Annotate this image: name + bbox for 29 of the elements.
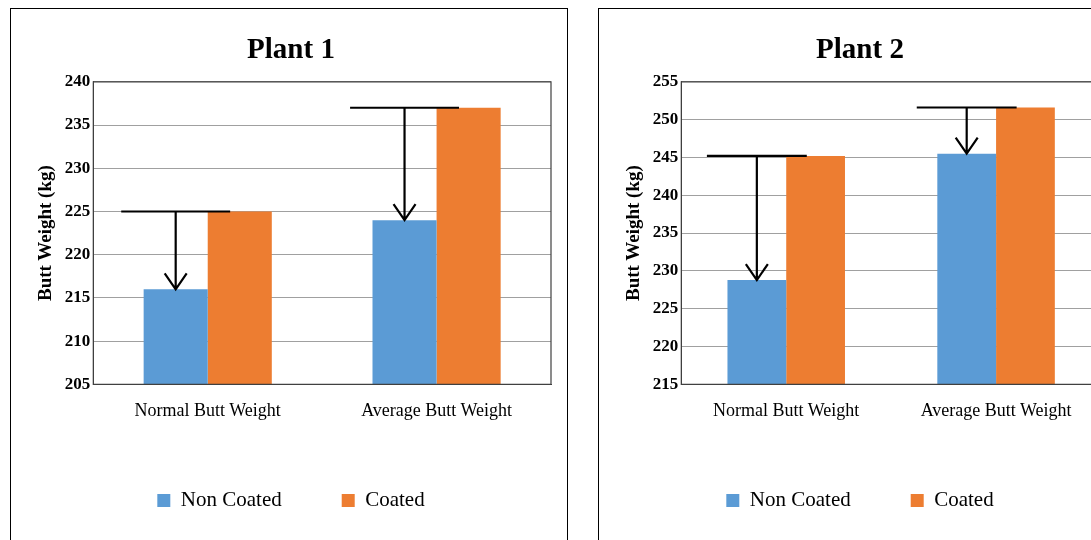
legend-label: Coated <box>365 487 426 512</box>
chart-title: Plant 2 <box>816 31 904 64</box>
y-tick-label: 240 <box>652 184 679 204</box>
y-tick-label: 215 <box>64 287 91 307</box>
x-tick-label: Average Butt Weight <box>920 399 1072 420</box>
y-tick-label: 245 <box>652 146 679 166</box>
y-tick-label: 250 <box>652 109 679 129</box>
y-tick-label: 225 <box>64 200 91 220</box>
x-tick-label: Normal Butt Weight <box>134 399 281 420</box>
y-tick-label: 240 <box>64 71 91 91</box>
legend-label: Coated <box>934 487 995 512</box>
y-tick-label: 230 <box>64 157 91 177</box>
x-tick-label: Normal Butt Weight <box>713 399 860 420</box>
y-tick-label: 215 <box>652 373 679 393</box>
x-tick-label: Average Butt Weight <box>361 399 512 420</box>
y-tick-label: 220 <box>64 244 91 264</box>
legend-label: Non Coated <box>180 487 283 512</box>
y-tick-label: 210 <box>64 330 91 350</box>
legend-label: Non Coated <box>749 487 852 512</box>
y-axis-title: Butt Weight (kg) <box>34 165 57 302</box>
y-tick-label: 225 <box>652 298 679 318</box>
y-tick-label: 235 <box>64 114 91 134</box>
y-tick-label: 230 <box>652 260 679 280</box>
y-tick-label: 235 <box>652 222 679 242</box>
y-tick-label: 220 <box>652 335 679 355</box>
y-tick-label: 205 <box>64 373 91 393</box>
chart-title: Plant 1 <box>247 31 335 64</box>
y-tick-label: 255 <box>652 71 679 91</box>
y-axis-title: Butt Weight (kg) <box>622 165 645 302</box>
